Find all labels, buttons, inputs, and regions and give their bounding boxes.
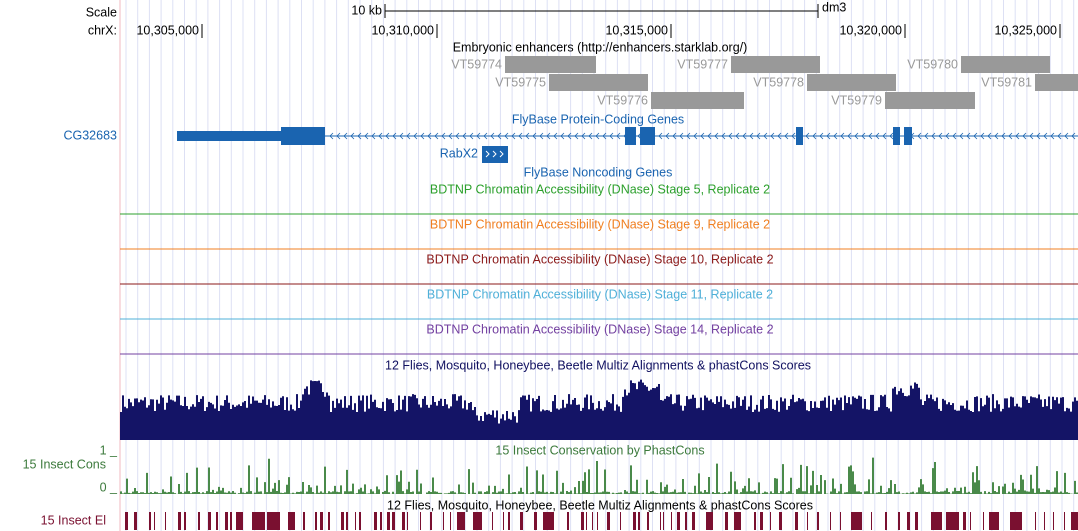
track-left-label: 15 Insect Cons: [23, 457, 106, 471]
enhancer-label: VT59777: [677, 57, 728, 71]
enhancer[interactable]: [651, 92, 744, 109]
assembly: dm3: [822, 0, 846, 14]
gene-left-label[interactable]: CG32683: [63, 128, 117, 142]
axis-max-label: 1 _: [100, 443, 118, 457]
ruler-label: 10,305,000: [136, 23, 199, 37]
enhancer[interactable]: [885, 92, 975, 109]
chrom-label: chrX:: [88, 23, 117, 37]
track-title: FlyBase Protein-Coding Genes: [512, 112, 684, 126]
track-title: BDTNP Chromatin Accessibility (DNase) St…: [427, 287, 773, 301]
track-title: FlyBase Noncoding Genes: [524, 165, 673, 179]
track-title: BDTNP Chromatin Accessibility (DNase) St…: [426, 252, 773, 266]
track-title: 12 Flies, Mosquito, Honeybee, Beetle Mul…: [387, 498, 813, 512]
gene-utr: [177, 131, 281, 141]
track-title: Embryonic enhancers (http://enhancers.st…: [453, 40, 748, 54]
ruler-label: 10,310,000: [371, 23, 434, 37]
gene-exon[interactable]: [640, 127, 655, 145]
ruler-label: 10,325,000: [994, 23, 1057, 37]
gene-exon[interactable]: [904, 127, 912, 145]
strand-arrows: [485, 150, 504, 158]
gene-exon[interactable]: [281, 127, 325, 145]
track-title: BDTNP Chromatin Accessibility (DNase) St…: [426, 322, 773, 336]
ruler-label: 10,320,000: [839, 23, 902, 37]
scale-bar-label: 10 kb: [351, 3, 382, 17]
enhancer[interactable]: [807, 74, 896, 91]
enhancer[interactable]: [549, 74, 648, 91]
alignment-wiggle: [120, 379, 1078, 440]
enhancer[interactable]: [731, 56, 820, 73]
conserved-elements: [125, 512, 1078, 530]
axis-min-label: 0 _: [100, 480, 118, 494]
enhancer-label: VT59780: [907, 57, 958, 71]
scale-bar: [384, 4, 819, 18]
track-title: 12 Flies, Mosquito, Honeybee, Beetle Mul…: [385, 358, 811, 372]
enhancer-label: VT59776: [597, 93, 648, 107]
enhancer[interactable]: [961, 56, 1050, 73]
gene-label: RabX2: [440, 146, 478, 160]
track-title: BDTNP Chromatin Accessibility (DNase) St…: [430, 217, 770, 231]
track-left-label: 15 Insect El: [41, 513, 106, 527]
enhancer-label: VT59778: [753, 75, 804, 89]
gene-exon[interactable]: [625, 127, 636, 145]
ruler-label: 10,315,000: [605, 23, 668, 37]
track-title: BDTNP Chromatin Accessibility (DNase) St…: [430, 182, 770, 196]
conservation-wiggle: [120, 457, 1078, 494]
gene-exon[interactable]: [893, 127, 900, 145]
enhancer[interactable]: [1035, 74, 1078, 91]
enhancer-label: VT59775: [495, 75, 546, 89]
enhancer-label: VT59781: [981, 75, 1032, 89]
enhancer[interactable]: [505, 56, 596, 73]
enhancer-label: VT59774: [451, 57, 502, 71]
scale-label: Scale: [86, 5, 117, 19]
gene-exon[interactable]: [796, 127, 803, 145]
track-title: 15 Insect Conservation by PhastCons: [495, 443, 704, 457]
enhancer-label: VT59779: [831, 93, 882, 107]
